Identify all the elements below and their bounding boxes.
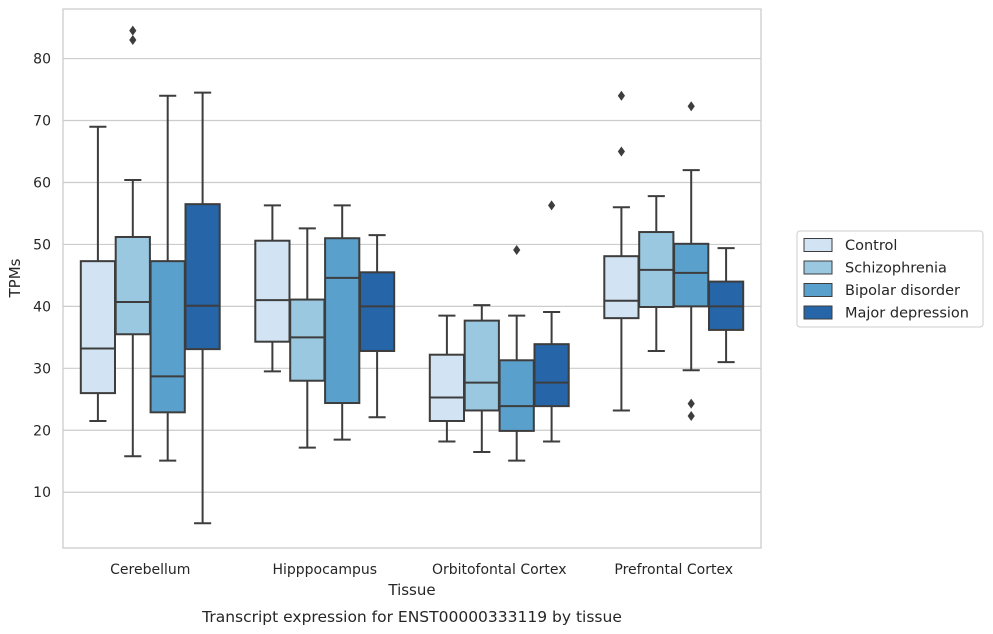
box-0-1 [114,25,151,458]
box-1-0 [254,204,291,373]
plot-frame [62,8,762,549]
box [358,271,396,352]
legend-label: Bipolar disorder [845,283,960,299]
y-axis-ticks: 10 20 30 40 50 60 70 80 [33,52,51,502]
outlier-point [129,34,137,45]
box-2-3 [533,200,570,443]
y-tick-label: 40 [33,299,51,315]
box-3-3 [707,247,745,364]
y-tick-label: 10 [33,485,51,501]
chart-caption: Transcript expression for ENST0000033311… [201,608,622,626]
outlier-point [687,398,695,409]
outlier-point [617,90,625,101]
box [463,319,500,412]
box-0-2 [149,94,186,462]
y-tick-label: 60 [33,175,51,191]
outlier-point [129,25,137,36]
legend-frame [796,230,984,328]
x-tick-label: Hipppocampus [272,562,377,578]
y-tick-label: 30 [33,361,51,377]
box-0-3 [184,91,221,525]
box [324,237,361,405]
legend-label: Control [845,238,897,254]
outlier-point [548,200,556,211]
x-axis-label: Tissue [387,581,435,599]
box-3-1 [638,195,675,352]
x-tick-label: Orbitofontal Cortex [432,562,567,578]
x-tick-label: Cerebellum [110,562,190,578]
legend-swatch [803,283,833,297]
x-axis-ticks: Cerebellum Hipppocampus Orbitofontal Corte… [110,562,733,578]
x-tick-label: Prefrontal Cortex [614,562,733,578]
box [254,239,291,343]
box-2-1 [463,304,500,453]
y-tick-label: 70 [33,114,51,130]
box-1-1 [289,227,326,449]
box [498,359,535,432]
outlier-point [687,101,695,112]
legend: Control Schizophrenia Bipolar disorder Majo… [796,230,984,328]
y-tick-label: 80 [33,52,51,68]
legend-label: Major depression [845,306,969,322]
outlier-point [687,411,695,422]
box [79,260,117,395]
legend-swatch [803,305,833,320]
box [673,242,710,308]
box [289,298,326,382]
y-tick-label: 20 [33,423,51,439]
box-3-2 [673,101,710,422]
box-1-3 [358,234,396,419]
y-tick-label: 50 [33,237,51,253]
legend-swatch [803,260,833,275]
box [603,255,640,320]
legend-label: Schizophrenia [845,261,947,277]
box [428,353,466,422]
legend-swatch [803,238,833,252]
outlier-point [617,146,625,157]
box-0-0 [79,125,117,422]
box-2-0 [428,314,466,443]
box [114,235,151,336]
box-plot-area [79,25,745,525]
box-1-2 [324,204,361,441]
outlier-point [513,245,521,256]
box [184,203,221,351]
y-axis-label: TPMs [6,258,24,298]
box-2-2 [498,245,535,462]
box [149,260,186,414]
box [533,343,570,408]
box-3-0 [603,90,640,412]
